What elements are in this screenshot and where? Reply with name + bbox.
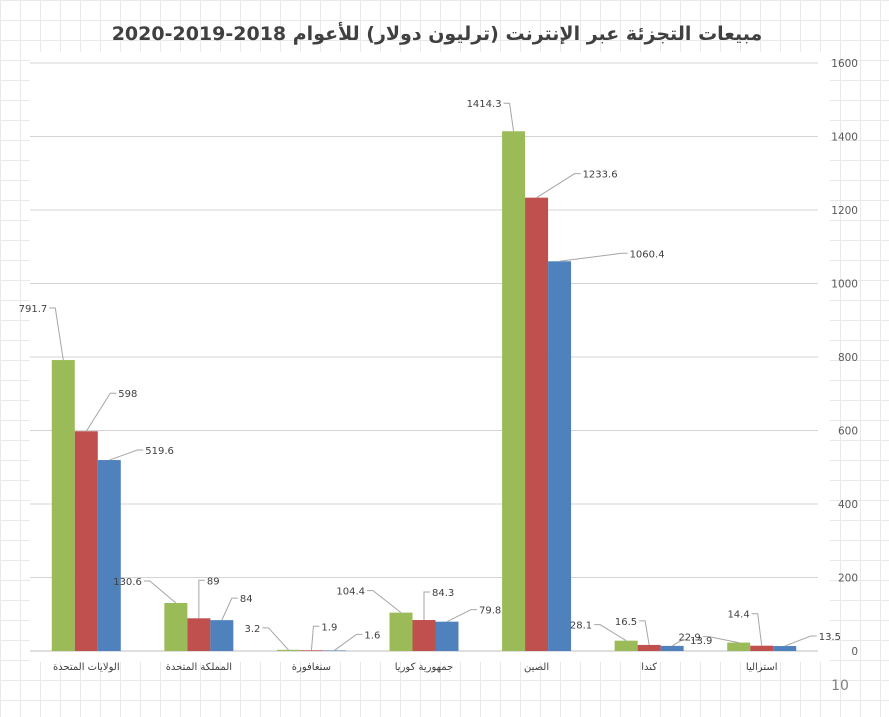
x-axis-labels: الولايات المتحدة المملكة المتحدة سنغافورة ج… <box>53 662 778 673</box>
y-tick-label: 1400 <box>831 132 858 144</box>
page-number: 10 <box>831 678 849 694</box>
leader-line <box>702 636 739 644</box>
bar <box>773 646 797 651</box>
y-tick-label: 1200 <box>831 205 858 217</box>
data-label: 3.2 <box>245 624 261 635</box>
bar <box>727 642 751 651</box>
leader-line <box>198 579 205 619</box>
x-tick-label: سنغافورة <box>292 662 331 673</box>
bar <box>322 650 346 651</box>
leader-line <box>446 609 477 623</box>
data-label: 1.6 <box>364 630 380 641</box>
leader-line <box>367 590 402 614</box>
y-tick-label: 200 <box>838 573 858 585</box>
y-tick-label: 0 <box>851 646 858 658</box>
leader-line <box>639 620 650 646</box>
leader-line <box>49 307 64 361</box>
data-label: 1060.4 <box>630 249 665 260</box>
x-tick-label: جمهورية كوريا <box>395 662 453 673</box>
y-tick-label: 1600 <box>831 58 858 70</box>
leader-line <box>310 625 320 651</box>
data-label: 89 <box>207 576 220 587</box>
leader-line <box>423 591 430 621</box>
data-label: 598 <box>118 389 137 400</box>
data-label: 84.3 <box>432 588 454 599</box>
leader-line <box>109 449 144 461</box>
data-label: 791.7 <box>19 304 48 315</box>
bar <box>187 618 211 651</box>
chart-title: مبيعات التجزئة عبر الإنترنت (ترليون دولا… <box>112 22 763 45</box>
data-label: 28.1 <box>570 621 592 632</box>
x-tick-label: الصين <box>524 662 549 673</box>
leader-line <box>262 627 289 651</box>
leader-line <box>671 639 689 647</box>
leader-line <box>503 102 515 132</box>
data-label: 14.4 <box>727 610 749 621</box>
leader-line <box>784 635 817 647</box>
bar <box>502 131 526 651</box>
data-label: 104.4 <box>336 587 365 598</box>
bar <box>97 460 121 651</box>
x-tick-label: استراليا <box>746 662 778 673</box>
bar <box>660 645 684 651</box>
y-tick-label: 800 <box>838 352 858 364</box>
bar <box>614 640 638 651</box>
bar <box>299 650 323 651</box>
data-label: 1233.6 <box>583 170 618 181</box>
leader-lines <box>49 102 817 651</box>
bar <box>389 612 413 651</box>
data-label: 1.9 <box>321 622 337 633</box>
bar <box>51 360 75 651</box>
data-label: 84 <box>240 594 253 605</box>
y-tick-label: 1000 <box>831 279 858 291</box>
bar <box>164 603 188 651</box>
data-label: 519.6 <box>145 446 174 457</box>
data-label: 16.5 <box>615 617 637 628</box>
bar <box>210 620 234 651</box>
bar <box>637 644 661 651</box>
x-tick-label: الولايات المتحدة <box>53 662 120 673</box>
x-tick-label: كندا <box>641 662 657 673</box>
leader-line <box>751 613 763 646</box>
bar <box>750 645 774 651</box>
leader-line <box>594 624 627 642</box>
data-label: 1414.3 <box>467 99 502 110</box>
data-label: 13.5 <box>819 632 841 643</box>
bar <box>435 621 459 651</box>
bar <box>276 649 300 651</box>
bar <box>548 261 572 651</box>
data-label: 13.9 <box>690 636 712 647</box>
data-label: 130.6 <box>113 577 142 588</box>
leader-line <box>143 580 177 604</box>
leader-line <box>559 252 628 262</box>
leader-line <box>221 597 238 621</box>
y-tick-label: 400 <box>838 499 858 511</box>
bar <box>412 620 436 651</box>
leader-line <box>536 173 581 199</box>
x-tick-label: المملكة المتحدة <box>166 662 232 673</box>
y-axis-ticks: 0 200 400 600 800 1000 1200 1400 1600 <box>831 58 858 658</box>
y-tick-label: 600 <box>838 426 858 438</box>
data-label: 22.9 <box>678 633 700 644</box>
bars <box>51 131 797 652</box>
leader-line <box>85 392 117 432</box>
bar <box>525 197 549 652</box>
data-labels: 791.7 598 519.6 130.6 89 84 3.2 1.9 1.6 104.4 84.3… <box>19 99 841 647</box>
bar <box>74 431 98 651</box>
data-label: 79.8 <box>479 606 501 617</box>
leader-line <box>334 633 363 651</box>
